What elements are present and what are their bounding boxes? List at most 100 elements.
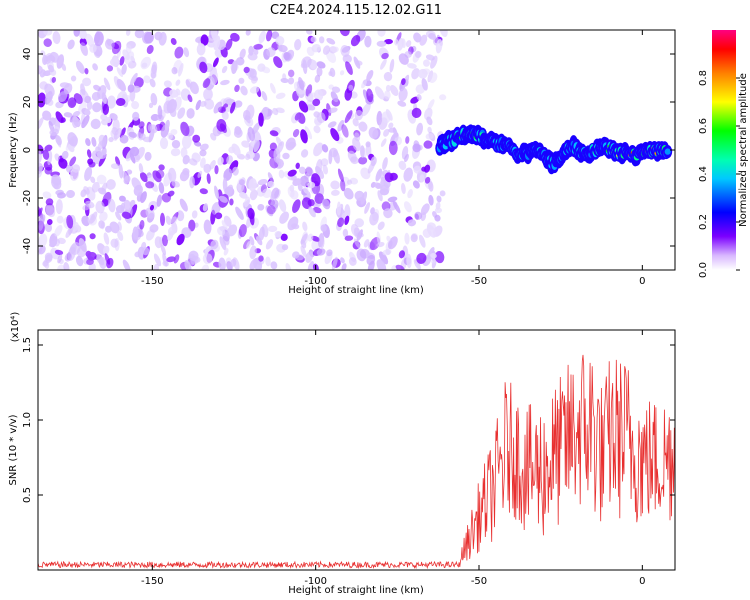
noise-blob xyxy=(49,128,59,136)
noise-blob xyxy=(189,176,195,189)
noise-blob xyxy=(330,127,340,142)
noise-blob xyxy=(89,211,98,224)
noise-blob xyxy=(420,203,430,215)
snr-xlabel: Height of straight line (km) xyxy=(288,585,424,596)
noise-blob xyxy=(302,221,308,232)
noise-blob xyxy=(38,92,47,108)
noise-blob xyxy=(67,39,75,50)
noise-blob xyxy=(153,253,162,267)
noise-blob xyxy=(326,38,336,45)
noise-blob xyxy=(328,107,338,114)
noise-blob xyxy=(253,139,260,153)
noise-blob xyxy=(304,126,313,140)
noise-blob xyxy=(220,79,230,86)
noise-blob xyxy=(398,250,405,259)
noise-blob xyxy=(388,127,397,133)
noise-blob xyxy=(253,43,264,50)
noise-blob xyxy=(257,63,266,72)
noise-blob xyxy=(157,105,163,120)
noise-blob xyxy=(75,255,84,267)
noise-blob xyxy=(86,149,92,158)
noise-blob xyxy=(162,252,168,267)
noise-blob xyxy=(306,30,313,35)
noise-blob xyxy=(104,225,112,233)
noise-blob xyxy=(218,257,226,270)
noise-blob xyxy=(382,157,388,171)
noise-blob xyxy=(364,202,370,214)
noise-blob xyxy=(213,35,221,51)
noise-blob xyxy=(131,101,140,110)
noise-blob xyxy=(344,87,353,101)
colorbar-label: Normalized spectral amplitude xyxy=(738,73,749,227)
noise-blob xyxy=(257,203,265,211)
noise-blob xyxy=(139,172,148,183)
noise-blob xyxy=(327,121,337,128)
noise-blob xyxy=(80,42,88,56)
noise-blob xyxy=(176,233,185,246)
noise-blob xyxy=(299,175,309,187)
noise-blob xyxy=(122,259,131,270)
noise-blob xyxy=(75,60,85,74)
noise-blob xyxy=(180,121,190,137)
noise-blob xyxy=(45,198,54,206)
noise-blob xyxy=(82,204,92,211)
noise-blob xyxy=(305,251,314,263)
noise-blob xyxy=(39,69,46,78)
noise-blob xyxy=(93,31,104,47)
noise-blob xyxy=(55,111,64,124)
noise-blob xyxy=(229,198,234,206)
noise-blob xyxy=(103,232,110,245)
noise-blob xyxy=(132,226,139,240)
noise-blob xyxy=(217,226,226,236)
noise-blob xyxy=(376,231,382,246)
noise-blob xyxy=(121,171,129,181)
noise-blob xyxy=(43,38,52,47)
noise-blob xyxy=(54,224,63,237)
noise-blob xyxy=(42,191,52,199)
noise-blob xyxy=(310,36,317,43)
noise-blob xyxy=(285,262,292,270)
spectrogram-ticks: -150 -100 -50 0 40 20 0 -20 -40 xyxy=(22,30,675,287)
noise-blob xyxy=(380,138,387,147)
noise-blob xyxy=(125,30,131,36)
noise-blob xyxy=(123,94,131,103)
noise-blob xyxy=(86,258,94,266)
noise-blob xyxy=(230,32,240,42)
noise-blob xyxy=(146,45,154,54)
noise-blob xyxy=(239,48,246,59)
snr-ytick-label: 1.0 xyxy=(22,412,33,428)
colorbar-tick-label: 0.4 xyxy=(698,166,709,182)
noise-blob xyxy=(427,246,435,260)
noise-blob xyxy=(84,68,89,75)
noise-blob xyxy=(244,196,251,208)
noise-blob xyxy=(115,211,122,221)
noise-blob xyxy=(297,183,303,192)
noise-blob xyxy=(394,39,399,46)
noise-blob xyxy=(234,100,243,108)
noise-blob xyxy=(167,132,174,140)
noise-blob xyxy=(383,71,393,82)
noise-blob xyxy=(281,244,289,251)
noise-blob xyxy=(85,250,92,258)
noise-blob xyxy=(330,180,340,190)
noise-blob xyxy=(312,207,322,214)
noise-blob xyxy=(247,126,256,142)
noise-blob xyxy=(90,118,101,130)
colorbar-ticks: 0.0 0.2 0.4 0.6 0.8 xyxy=(698,70,740,278)
noise-blob xyxy=(110,238,119,248)
noise-blob xyxy=(358,121,368,132)
noise-blob xyxy=(262,188,272,199)
spectrogram-ytick-label: -20 xyxy=(22,190,33,206)
noise-blob xyxy=(398,160,407,170)
noise-blob xyxy=(330,91,339,103)
noise-blob xyxy=(158,31,167,46)
noise-blob xyxy=(51,174,62,186)
noise-blob xyxy=(318,36,325,44)
colorbar-tick-label: 0.0 xyxy=(698,262,709,278)
noise-blob xyxy=(70,75,77,82)
noise-blob xyxy=(439,94,447,101)
noise-blob xyxy=(366,88,374,103)
snr-series-line xyxy=(38,354,675,570)
noise-blob xyxy=(119,127,126,138)
noise-blob xyxy=(307,199,315,207)
